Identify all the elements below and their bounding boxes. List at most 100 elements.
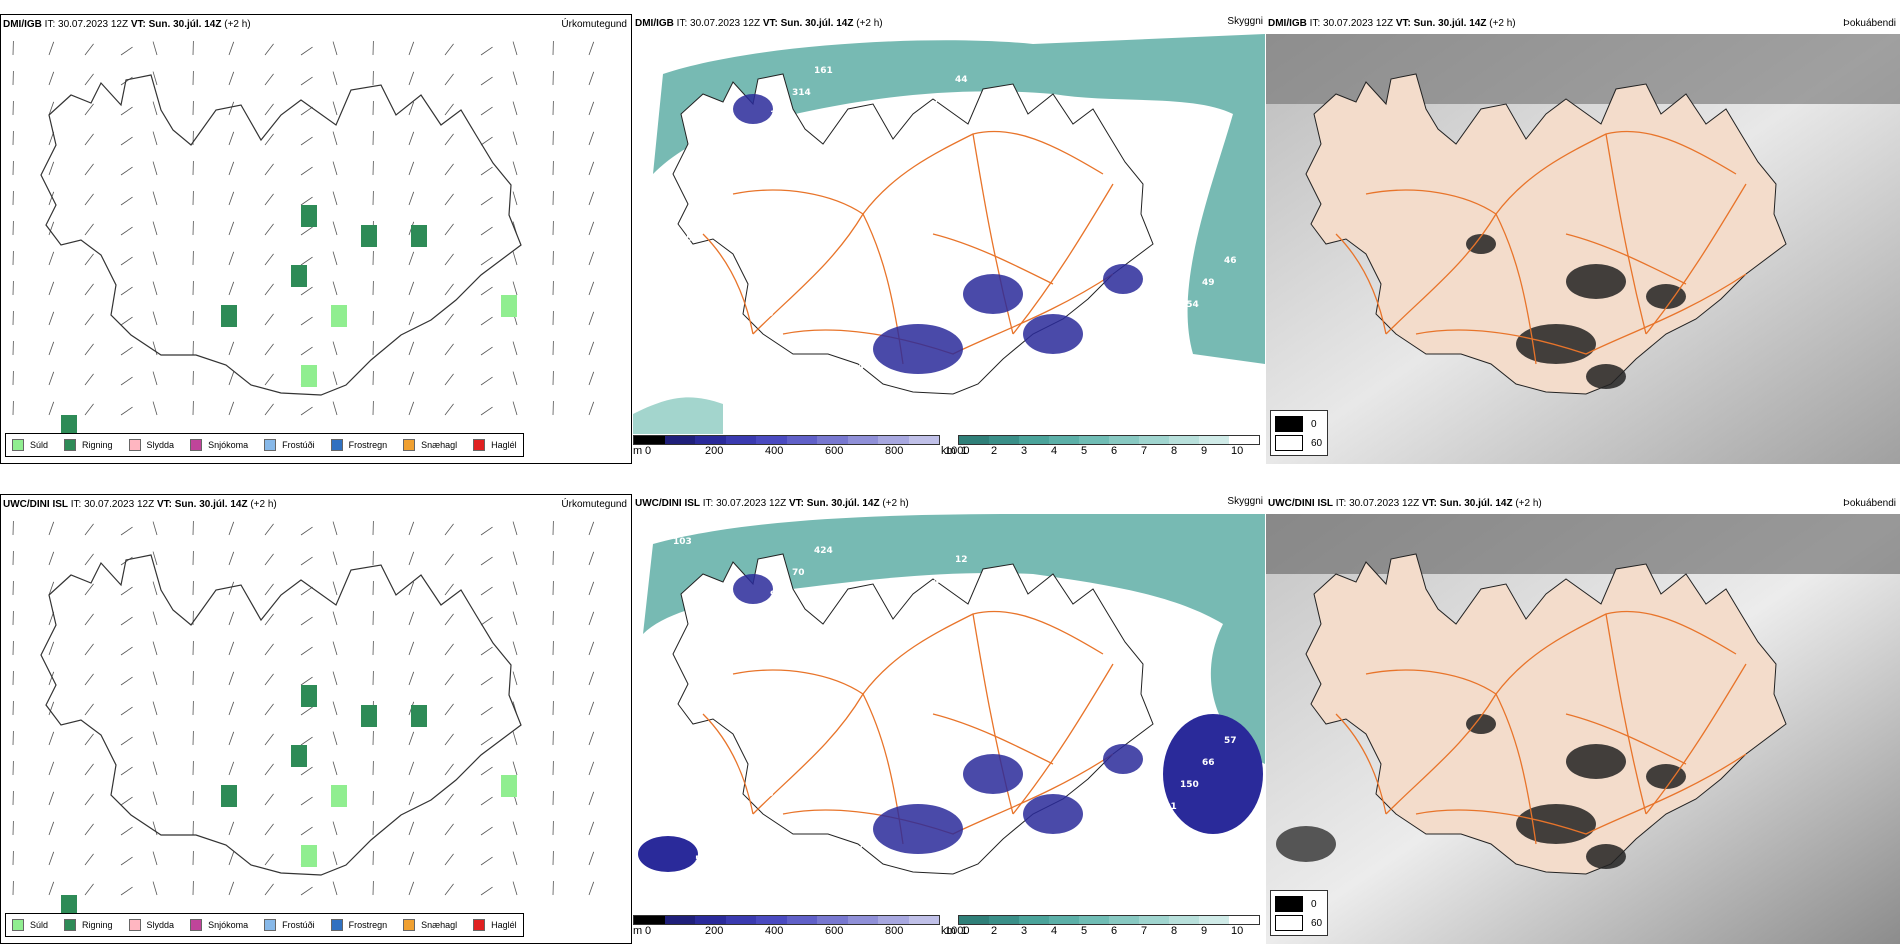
ceiling-label: 214	[717, 833, 736, 843]
low-ceiling-area	[1103, 744, 1143, 774]
ceiling-label: 49	[1202, 278, 1215, 288]
wind-barb	[48, 281, 55, 296]
low-ceiling-area	[1103, 264, 1143, 294]
wind-barb	[408, 401, 415, 416]
precip-areas	[61, 685, 517, 915]
wind-barb	[444, 673, 454, 686]
wind-barb	[152, 311, 158, 326]
panel-uwc-visibility: UWC/DINI ISL IT: 30.07.2023 12Z VT: Sun.…	[633, 494, 1265, 944]
wind-barb	[152, 191, 158, 206]
wind-barb	[512, 281, 518, 296]
wind-barb	[588, 131, 595, 146]
fog-area	[1466, 714, 1496, 734]
wind-barb	[444, 163, 454, 176]
wind-barb	[588, 371, 595, 386]
wind-barb	[408, 251, 415, 266]
wind-barb	[408, 161, 415, 176]
it-label: IT:	[1335, 498, 1347, 509]
wind-barb	[480, 286, 493, 296]
it-value: 30.07.2023 12Z	[84, 499, 155, 510]
it-value: 30.07.2023 12Z	[1323, 18, 1394, 29]
legend-label: Rigning	[82, 440, 113, 450]
fog-legend-dark-value: 0	[1311, 418, 1317, 430]
legend-swatch	[12, 439, 24, 451]
wind-barb	[120, 196, 133, 206]
wind-barb	[228, 41, 235, 56]
wind-barb	[120, 346, 133, 356]
wind-barb	[264, 853, 274, 866]
wind-barb	[264, 673, 274, 686]
model-name: UWC/DINI ISL	[635, 498, 700, 509]
legend-swatch	[473, 439, 486, 451]
wind-barb	[264, 583, 274, 596]
wind-barb	[228, 251, 235, 266]
panel-dmi-visibility: DMI/IGB IT: 30.07.2023 12Z VT: Sun. 30.j…	[633, 14, 1265, 464]
road-line	[932, 713, 1054, 765]
panel-dmi-precip-type: DMI/IGB IT: 30.07.2023 12Z VT: Sun. 30.j…	[0, 14, 632, 464]
vt-value: Sun. 30.júl. 14Z	[780, 18, 854, 29]
ceiling-label: 70	[1030, 630, 1043, 640]
wind-barb	[264, 223, 274, 236]
legend-swatch	[190, 439, 203, 451]
ceiling-label: 57	[1224, 736, 1237, 746]
legend-swatch	[190, 919, 203, 931]
panel-title: Úrkomutegund	[561, 19, 627, 30]
precip-patch	[301, 365, 317, 387]
wind-barb	[84, 133, 94, 146]
fog-legend-dark-swatch	[1275, 416, 1303, 432]
visibility-colorbar	[958, 915, 1260, 925]
wind-barb	[408, 71, 415, 86]
panel-header: UWC/DINI ISL IT: 30.07.2023 12Z VT: Sun.…	[1268, 498, 1542, 509]
ceiling-scale: m 0 200 400 600 800 1000 km 1 2 3 4 5 6 7 8 9 10	[633, 915, 1265, 937]
wind-barb	[120, 826, 133, 836]
visibility-colorbar	[958, 435, 1260, 445]
visibility-tick: 5	[1081, 445, 1088, 457]
wind-barb	[152, 161, 158, 176]
wind-barb	[444, 193, 454, 206]
legend-item: Frostregn	[330, 919, 387, 931]
wind-barb	[444, 73, 454, 86]
wind-barb	[152, 671, 158, 686]
fog-area	[1586, 364, 1626, 389]
ceiling-label: 100	[1030, 150, 1049, 160]
fog-area	[1646, 764, 1686, 789]
ceiling-label: 112	[1105, 705, 1124, 715]
legend-label: Súld	[30, 440, 49, 450]
road-line	[1012, 183, 1114, 335]
fog-map	[1266, 514, 1900, 944]
wind-barb	[480, 346, 493, 356]
ceiling-tick: 800	[885, 445, 904, 457]
road-line	[1335, 713, 1387, 815]
wind-barb	[332, 41, 338, 56]
wind-barb	[332, 551, 338, 566]
wind-barb	[444, 253, 454, 266]
ceiling-label: 354	[1180, 300, 1199, 310]
visibility-tick: 9	[1201, 445, 1208, 457]
visibility-tick: 5	[1081, 925, 1088, 937]
wind-barb	[152, 41, 158, 56]
wind-barb	[48, 311, 55, 326]
wind-barb	[48, 251, 55, 266]
lead-time: (+2 h)	[1489, 18, 1516, 29]
ceiling-tick: 800	[885, 925, 904, 937]
sea-low-cloud-patch	[633, 397, 723, 434]
wind-barb	[512, 41, 518, 56]
wind-barb	[512, 251, 518, 266]
wind-barb	[120, 646, 133, 656]
wind-barb	[588, 281, 595, 296]
wind-barb	[480, 586, 493, 596]
wind-barb	[264, 733, 274, 746]
ceiling-label: 44	[955, 75, 968, 85]
fog-area	[1516, 804, 1596, 844]
wind-barb	[48, 401, 55, 416]
wind-barb	[332, 581, 338, 596]
wind-barb	[444, 523, 454, 536]
legend-swatch	[264, 439, 277, 451]
wind-barb	[408, 341, 415, 356]
wind-barb	[120, 166, 133, 176]
legend-item: Rigning	[64, 919, 113, 931]
precip-map	[12, 40, 595, 435]
wind-barb	[480, 616, 493, 626]
wind-barb	[152, 101, 158, 116]
ceiling-label: 43	[1149, 181, 1162, 191]
